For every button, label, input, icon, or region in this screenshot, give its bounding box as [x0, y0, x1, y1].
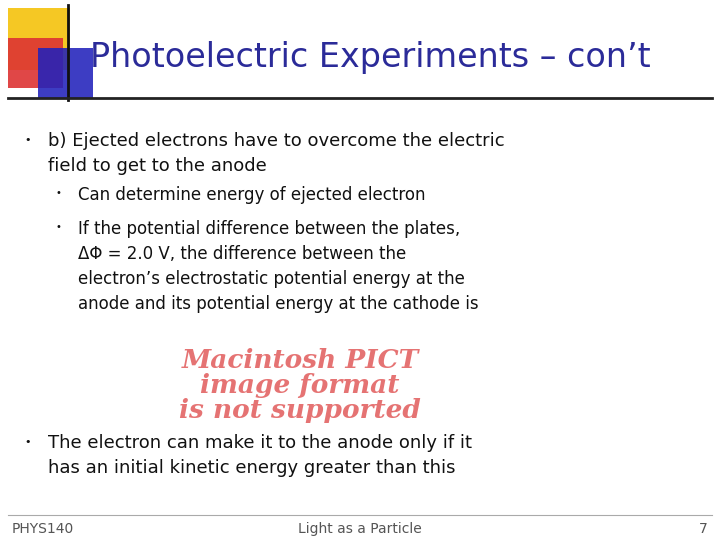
- Bar: [8, 8, 70, 70]
- Text: •: •: [24, 437, 31, 447]
- Text: •: •: [55, 222, 61, 232]
- Text: •: •: [24, 135, 31, 145]
- Text: The electron can make it to the anode only if it
has an initial kinetic energy g: The electron can make it to the anode on…: [48, 434, 472, 477]
- Text: Can determine energy of ejected electron: Can determine energy of ejected electron: [78, 186, 426, 204]
- Text: If the potential difference between the plates,
ΔΦ = 2.0 V, the difference betwe: If the potential difference between the …: [78, 220, 479, 313]
- Text: Photoelectric Experiments – con’t: Photoelectric Experiments – con’t: [90, 40, 651, 73]
- Text: 7: 7: [699, 522, 708, 536]
- Text: Macintosh PICT: Macintosh PICT: [181, 348, 418, 373]
- Text: Light as a Particle: Light as a Particle: [298, 522, 422, 536]
- Bar: [8, 38, 63, 88]
- Text: b) Ejected electrons have to overcome the electric
field to get to the anode: b) Ejected electrons have to overcome th…: [48, 132, 505, 175]
- Text: is not supported: is not supported: [179, 398, 421, 423]
- Text: PHYS140: PHYS140: [12, 522, 74, 536]
- Text: image format: image format: [200, 373, 400, 398]
- Bar: [38, 48, 93, 98]
- Text: •: •: [55, 188, 61, 198]
